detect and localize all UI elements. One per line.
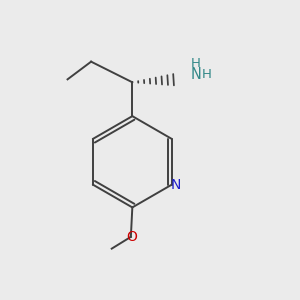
Text: N: N <box>170 178 181 192</box>
Text: O: O <box>126 230 137 244</box>
Text: H: H <box>191 57 201 70</box>
Text: N: N <box>190 68 201 82</box>
Text: H: H <box>202 68 212 81</box>
